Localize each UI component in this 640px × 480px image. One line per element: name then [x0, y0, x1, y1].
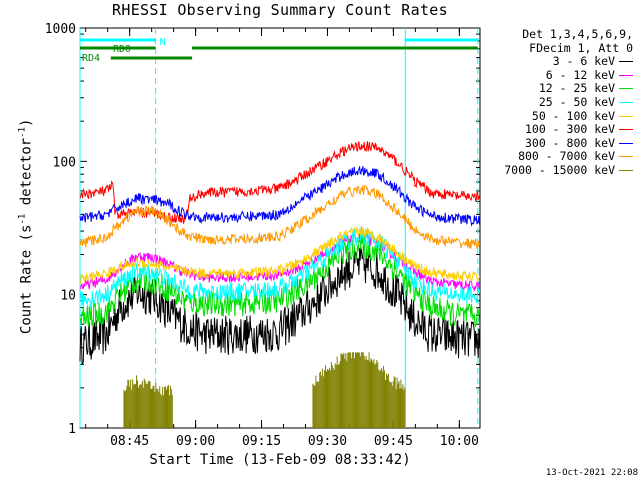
- y-tick-label: 10: [60, 289, 76, 304]
- series-300-800-kev: [79, 166, 481, 227]
- y-axis-label: Count Rate (s-1 detector-1): [17, 118, 35, 335]
- legend-entry: 100 - 300 keV: [478, 123, 633, 137]
- status-bar-label: N: [160, 37, 166, 48]
- legend-swatch: [619, 129, 633, 131]
- legend-entry: 12 - 25 keV: [478, 82, 633, 96]
- legend-swatch: [619, 101, 633, 103]
- legend-swatch: [619, 61, 633, 63]
- legend-label: 300 - 800 keV: [524, 135, 615, 150]
- series-50-100-kev: [79, 225, 481, 285]
- legend-header-decimation: FDecim 1, Att 0: [529, 40, 633, 55]
- series-line: [79, 225, 481, 285]
- legend: Det 1,3,4,5,6,9, FDecim 1, Att 0 3 - 6 k…: [478, 27, 633, 178]
- series-800-7000-kev: [79, 185, 481, 250]
- x-tick-label: 09:15: [242, 434, 281, 449]
- legend-swatch: [619, 156, 633, 158]
- legend-swatch: [619, 74, 633, 76]
- x-axis-label: Start Time (13-Feb-09 08:33:42): [149, 452, 411, 468]
- y-tick-label: 1000: [45, 22, 76, 37]
- x-tick-label: 09:30: [308, 434, 347, 449]
- legend-label: 800 - 7000 keV: [518, 149, 615, 164]
- legend-swatch: [619, 88, 633, 90]
- x-tick-label: 08:45: [110, 434, 149, 449]
- x-tick-label: 09:45: [374, 434, 413, 449]
- x-tick-label: 10:00: [440, 434, 479, 449]
- legend-swatch: [619, 115, 633, 117]
- series-line: [79, 185, 481, 250]
- legend-label: 100 - 300 keV: [524, 122, 615, 137]
- series-line: [79, 225, 481, 310]
- plot-frame: [79, 27, 481, 429]
- legend-entry: 6 - 12 keV: [478, 67, 633, 83]
- series-100-300-kev: [79, 141, 481, 224]
- legend-entry: 3 - 6 keV: [478, 55, 633, 69]
- series-line: [79, 166, 481, 227]
- legend-label: 3 - 6 keV: [552, 54, 615, 69]
- legend-swatch: [619, 169, 633, 171]
- legend-entry: 25 - 50 keV: [478, 94, 633, 110]
- legend-label: 50 - 100 keV: [531, 108, 615, 123]
- status-bar-label: RD4: [82, 53, 100, 64]
- y-tick-label: 1: [68, 422, 76, 437]
- y-tick-label: 100: [53, 155, 76, 170]
- legend-entry: 50 - 100 keV: [478, 108, 633, 124]
- series-line: [79, 141, 481, 224]
- series-line: [79, 245, 481, 365]
- legend-label: 25 - 50 keV: [538, 94, 615, 109]
- legend-header-detectors: Det 1,3,4,5,6,9,: [522, 27, 633, 41]
- legend-entry: 800 - 7000 keV: [478, 150, 633, 164]
- chart-title: RHESSI Observing Summary Count Rates: [112, 1, 448, 19]
- legend-label: 12 - 25 keV: [538, 81, 615, 96]
- legend-entry: 300 - 800 keV: [478, 135, 633, 151]
- series-7000-15000-kev: [123, 352, 406, 428]
- status-bar-label: RD0: [113, 44, 131, 55]
- series-25-50-kev: [79, 225, 481, 310]
- legend-entry: 7000 - 15000 keV: [478, 162, 633, 178]
- footer-timestamp: 13-Oct-2021 22:08: [545, 468, 638, 478]
- x-tick-label: 09:00: [176, 434, 215, 449]
- legend-swatch: [619, 142, 633, 144]
- series-3-6-kev: [79, 245, 481, 365]
- legend-label: 6 - 12 keV: [545, 67, 615, 82]
- legend-label: 7000 - 15000 keV: [504, 162, 615, 177]
